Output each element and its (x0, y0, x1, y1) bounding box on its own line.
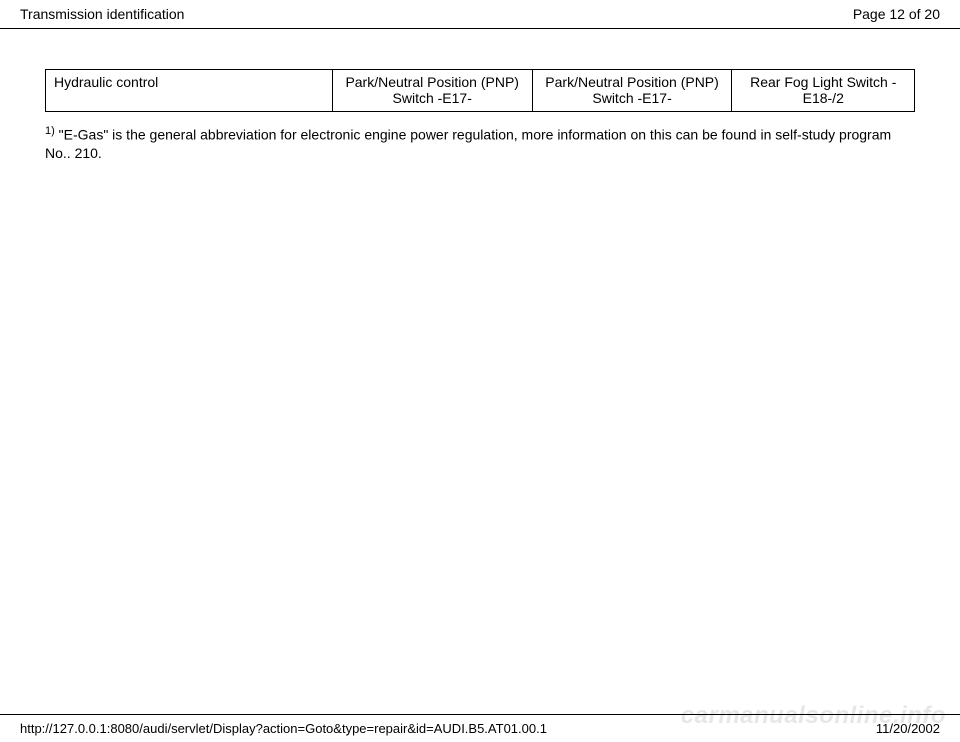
header-title: Transmission identification (20, 6, 184, 22)
info-table: Hydraulic control Park/Neutral Position … (45, 69, 915, 112)
table-cell: Park/Neutral Position (PNP) Switch -E17- (532, 70, 732, 112)
page-header: Transmission identification Page 12 of 2… (0, 0, 960, 29)
header-page-indicator: Page 12 of 20 (853, 6, 940, 22)
footnote: 1) "E-Gas" is the general abbreviation f… (45, 124, 915, 162)
page-footer: http://127.0.0.1:8080/audi/servlet/Displ… (0, 714, 960, 742)
footer-url: http://127.0.0.1:8080/audi/servlet/Displ… (20, 721, 547, 736)
table-row: Hydraulic control Park/Neutral Position … (46, 70, 915, 112)
footnote-sup: 1) (45, 125, 55, 137)
table-cell: Rear Fog Light Switch -E18-/2 (732, 70, 915, 112)
table-cell: Park/Neutral Position (PNP) Switch -E17- (332, 70, 532, 112)
table-cell: Hydraulic control (46, 70, 333, 112)
page-content: Hydraulic control Park/Neutral Position … (0, 29, 960, 162)
footnote-text: "E-Gas" is the general abbreviation for … (45, 127, 891, 161)
footer-date: 11/20/2002 (876, 721, 940, 736)
